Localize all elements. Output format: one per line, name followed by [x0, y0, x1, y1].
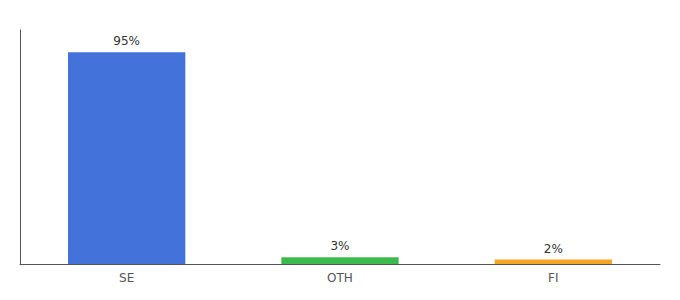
svg-text:3%: 3% [330, 239, 349, 253]
svg-text:SE: SE [119, 271, 134, 285]
svg-text:OTH: OTH [327, 271, 353, 285]
svg-text:95%: 95% [113, 34, 140, 48]
svg-text:2%: 2% [544, 242, 563, 256]
svg-text:FI: FI [548, 271, 558, 285]
